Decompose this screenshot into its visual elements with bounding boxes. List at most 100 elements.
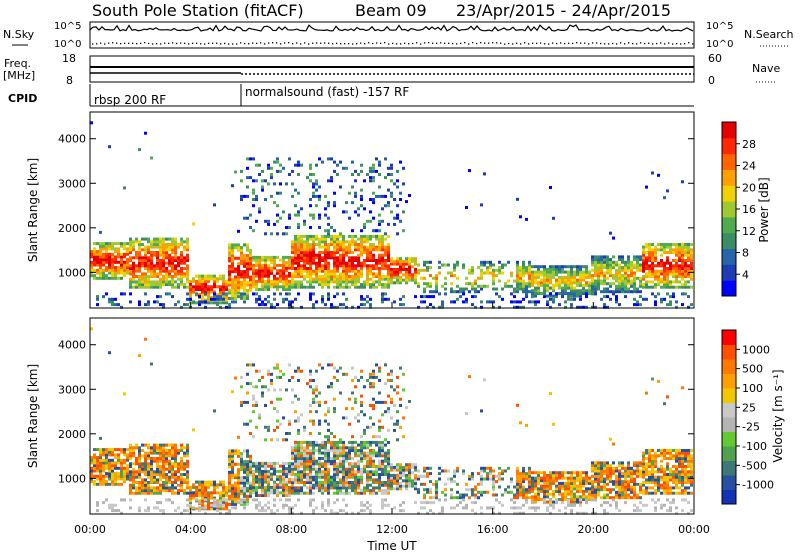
power-cell: [588, 289, 591, 293]
nsearch-dot: [688, 42, 690, 44]
velocity-cell: [129, 462, 132, 466]
power-cell: [357, 285, 360, 289]
power-cell: [333, 253, 336, 257]
power-cell: [102, 271, 105, 275]
velocity-cell: [456, 490, 459, 494]
velocity-cell: [282, 464, 285, 468]
power-cell: [429, 303, 432, 307]
power-cell: [354, 272, 357, 276]
velocity-cell: [417, 474, 420, 478]
velocity-cell: [138, 486, 141, 490]
power-cell: [309, 226, 312, 229]
velocity-cell: [345, 407, 348, 411]
velocity-cell: [108, 351, 111, 355]
velocity-cell: [252, 491, 255, 495]
power-cell: [300, 285, 303, 289]
velocity-cell: [99, 448, 102, 452]
power-cell: [477, 276, 480, 280]
power-cell: [351, 261, 354, 265]
power-cell: [264, 279, 267, 283]
velocity-cell: [345, 457, 348, 460]
velocity-cell: [363, 491, 366, 495]
power-cell: [453, 290, 456, 294]
power-cell: [291, 267, 294, 270]
power-cell: [306, 243, 309, 246]
power-cell: [624, 290, 627, 294]
velocity-cell: [360, 435, 363, 439]
power-cell: [294, 188, 297, 192]
velocity-cell: [417, 488, 420, 492]
velocity-cell: [369, 382, 372, 386]
velocity-cell: [396, 484, 399, 488]
power-cell: [540, 281, 543, 285]
power-cell: [114, 303, 117, 307]
velocity-cell: [354, 451, 357, 455]
power-cell: [243, 243, 246, 247]
power-cell: [237, 270, 240, 274]
power-cell: [522, 284, 525, 288]
power-cell: [627, 290, 630, 294]
velocity-cell: [225, 488, 228, 492]
power-cell: [687, 251, 690, 254]
velocity-cell: [147, 457, 150, 460]
velocity-cell: [168, 451, 171, 455]
power-cell: [138, 277, 141, 281]
power-cell: [681, 277, 684, 281]
power-cell: [591, 258, 594, 262]
velocity-cell: [240, 457, 243, 461]
power-cell: [111, 242, 114, 246]
velocity-cell: [339, 391, 342, 395]
power-cell: [99, 247, 102, 251]
power-cell: [291, 259, 294, 262]
velocity-cell: [162, 481, 165, 484]
power-cell: [309, 251, 312, 254]
velocity-cell: [393, 476, 396, 480]
velocity-cell: [342, 481, 345, 484]
power-cell: [129, 272, 132, 276]
power-cell: [165, 292, 168, 296]
power-cell: [111, 303, 114, 307]
power-cell: [231, 270, 234, 274]
velocity-cell: [213, 480, 216, 484]
power-cell: [351, 234, 354, 238]
power-cell: [675, 272, 678, 276]
velocity-cell: [162, 473, 165, 476]
freq-label: Freq.: [4, 57, 31, 70]
power-cell: [396, 169, 399, 173]
velocity-cell: [198, 483, 201, 487]
velocity-cell: [99, 480, 102, 484]
velocity-cell: [321, 481, 324, 484]
power-cell: [288, 266, 291, 270]
velocity-cell: [144, 459, 147, 463]
power-cell: [624, 282, 627, 286]
velocity-cell: [99, 469, 102, 473]
velocity-cell: [363, 446, 366, 450]
power-cell: [603, 305, 606, 309]
velocity-cell: [414, 487, 417, 491]
power-cell: [489, 263, 492, 267]
power-cell: [339, 243, 342, 246]
power-cell: [234, 294, 237, 298]
power-cell: [165, 261, 168, 265]
nsearch-dot: [492, 42, 494, 44]
velocity-cell: [99, 458, 102, 462]
velocity-cell: [396, 465, 399, 469]
velocity-cell: [264, 475, 267, 479]
velocity-cell: [141, 449, 144, 452]
power-cell: [237, 256, 240, 260]
velocity-cell: [186, 481, 189, 484]
power-cell: [357, 280, 360, 284]
power-cell: [516, 282, 519, 286]
velocity-cell: [402, 473, 405, 477]
velocity-cell: [453, 469, 456, 473]
velocity-cell: [297, 432, 300, 435]
power-cell: [414, 295, 417, 299]
power-cell: [141, 237, 144, 241]
power-cell: [327, 264, 330, 268]
velocity-cell: [261, 480, 264, 484]
velocity-cell: [267, 506, 270, 510]
power-cell: [147, 277, 150, 281]
power-cell: [231, 262, 234, 266]
velocity-cell: [180, 449, 183, 452]
power-cell: [498, 268, 501, 272]
